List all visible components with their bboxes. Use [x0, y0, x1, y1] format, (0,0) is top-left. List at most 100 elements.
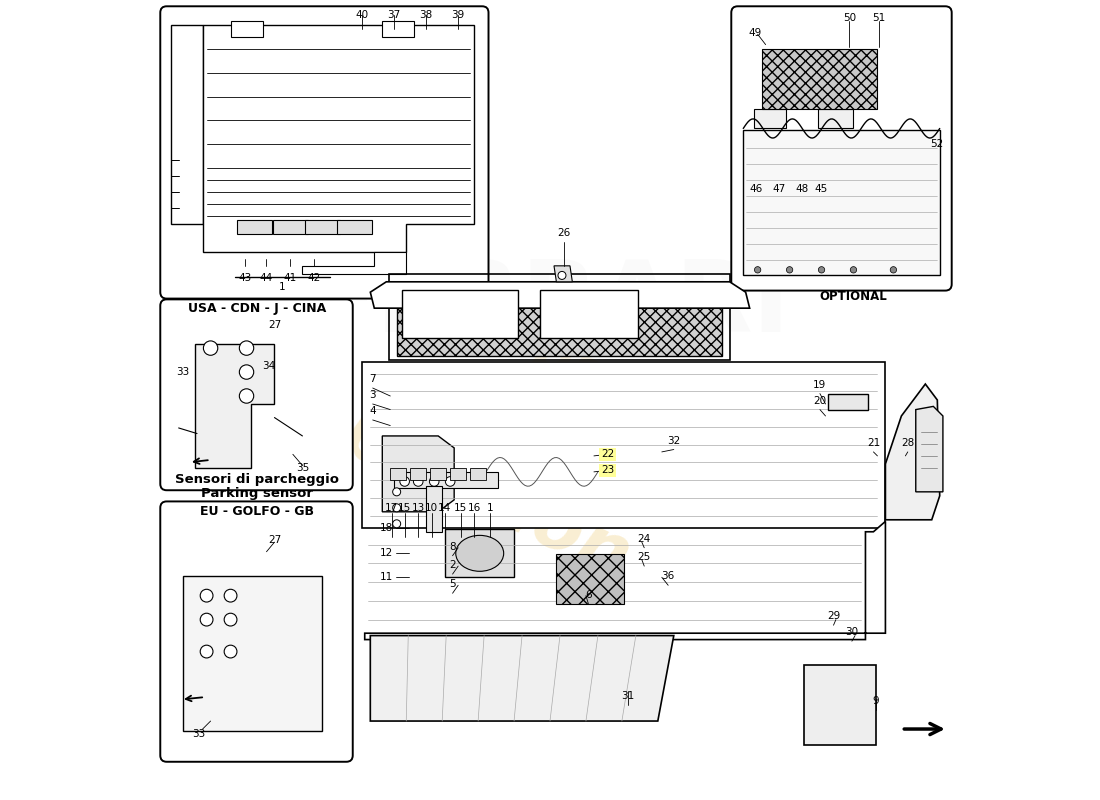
Polygon shape [390, 468, 406, 480]
Circle shape [393, 488, 400, 496]
Text: 23: 23 [601, 466, 614, 475]
Text: 49: 49 [748, 28, 761, 38]
Text: 37: 37 [387, 10, 400, 20]
Polygon shape [804, 665, 876, 745]
Text: Sensori di parcheggio: Sensori di parcheggio [175, 473, 339, 486]
Text: 7: 7 [370, 374, 376, 384]
Circle shape [224, 645, 236, 658]
Text: 27: 27 [268, 320, 282, 330]
Circle shape [558, 271, 566, 279]
Polygon shape [337, 219, 372, 234]
Text: 18: 18 [379, 522, 393, 533]
Text: Parking sensor: Parking sensor [201, 487, 312, 500]
Polygon shape [817, 109, 854, 129]
FancyBboxPatch shape [161, 299, 353, 490]
Polygon shape [444, 530, 514, 578]
Circle shape [224, 614, 236, 626]
Text: 38: 38 [419, 10, 432, 20]
Text: 25: 25 [638, 552, 651, 562]
Polygon shape [403, 290, 518, 338]
Polygon shape [383, 21, 415, 37]
Circle shape [240, 341, 254, 355]
FancyBboxPatch shape [161, 6, 488, 298]
Text: 8: 8 [449, 542, 455, 552]
Text: 1: 1 [487, 503, 494, 513]
Text: passion: passion [330, 398, 642, 593]
Polygon shape [371, 635, 674, 721]
Polygon shape [170, 25, 202, 224]
Polygon shape [744, 130, 939, 275]
Text: 50: 50 [843, 14, 856, 23]
Text: 9: 9 [872, 696, 879, 706]
FancyBboxPatch shape [732, 6, 952, 290]
Polygon shape [202, 25, 474, 252]
Polygon shape [183, 576, 322, 731]
Circle shape [818, 266, 825, 273]
Text: 45: 45 [815, 184, 828, 194]
Text: OPTIONAL: OPTIONAL [820, 290, 888, 302]
Text: USA - CDN - J - CINA: USA - CDN - J - CINA [188, 302, 326, 315]
Text: 6: 6 [585, 590, 592, 600]
Text: 14: 14 [438, 503, 451, 513]
Text: 39: 39 [451, 10, 465, 20]
Polygon shape [916, 406, 943, 492]
Circle shape [393, 504, 400, 512]
Text: 32: 32 [668, 435, 681, 446]
Bar [557, 554, 625, 604]
Text: 47: 47 [772, 184, 785, 194]
Polygon shape [231, 21, 263, 37]
Text: 28: 28 [901, 438, 914, 448]
Circle shape [204, 341, 218, 355]
Text: 10: 10 [426, 503, 439, 513]
Polygon shape [828, 394, 868, 410]
Text: 31: 31 [621, 691, 635, 701]
Polygon shape [383, 436, 454, 512]
Text: 46: 46 [749, 184, 762, 194]
Polygon shape [450, 468, 466, 480]
Text: 20: 20 [813, 395, 826, 406]
Text: 30: 30 [845, 627, 858, 637]
Text: 26: 26 [558, 228, 571, 238]
Text: 13: 13 [411, 503, 425, 513]
Text: 2: 2 [449, 560, 455, 570]
Polygon shape [302, 252, 406, 274]
Text: 27: 27 [268, 534, 282, 545]
Text: 4: 4 [370, 406, 376, 416]
Polygon shape [371, 282, 750, 308]
Ellipse shape [455, 535, 504, 571]
Text: 40: 40 [355, 10, 368, 20]
Text: FERRARI: FERRARI [309, 256, 791, 353]
Text: 15: 15 [454, 503, 467, 513]
Polygon shape [470, 468, 486, 480]
Polygon shape [430, 468, 447, 480]
Circle shape [755, 266, 761, 273]
Polygon shape [236, 219, 272, 234]
Circle shape [240, 365, 254, 379]
Circle shape [429, 477, 439, 486]
Text: 43: 43 [239, 273, 252, 283]
Circle shape [200, 645, 213, 658]
Circle shape [890, 266, 896, 273]
Circle shape [850, 266, 857, 273]
Bar [397, 282, 722, 356]
Bar [761, 49, 878, 109]
Circle shape [200, 614, 213, 626]
Text: 35: 35 [296, 463, 309, 473]
Text: 22: 22 [601, 450, 614, 459]
Polygon shape [195, 344, 275, 468]
Text: 34: 34 [262, 362, 275, 371]
Polygon shape [410, 468, 426, 480]
Polygon shape [554, 266, 572, 282]
Polygon shape [426, 486, 442, 532]
FancyBboxPatch shape [161, 502, 353, 762]
Polygon shape [305, 219, 340, 234]
Circle shape [414, 477, 424, 486]
Circle shape [786, 266, 793, 273]
Text: 48: 48 [795, 184, 808, 194]
Text: 15: 15 [398, 503, 411, 513]
Text: 21: 21 [867, 438, 880, 448]
Circle shape [200, 590, 213, 602]
Polygon shape [362, 362, 886, 528]
Text: 12: 12 [379, 548, 393, 558]
Text: 3: 3 [370, 390, 376, 400]
